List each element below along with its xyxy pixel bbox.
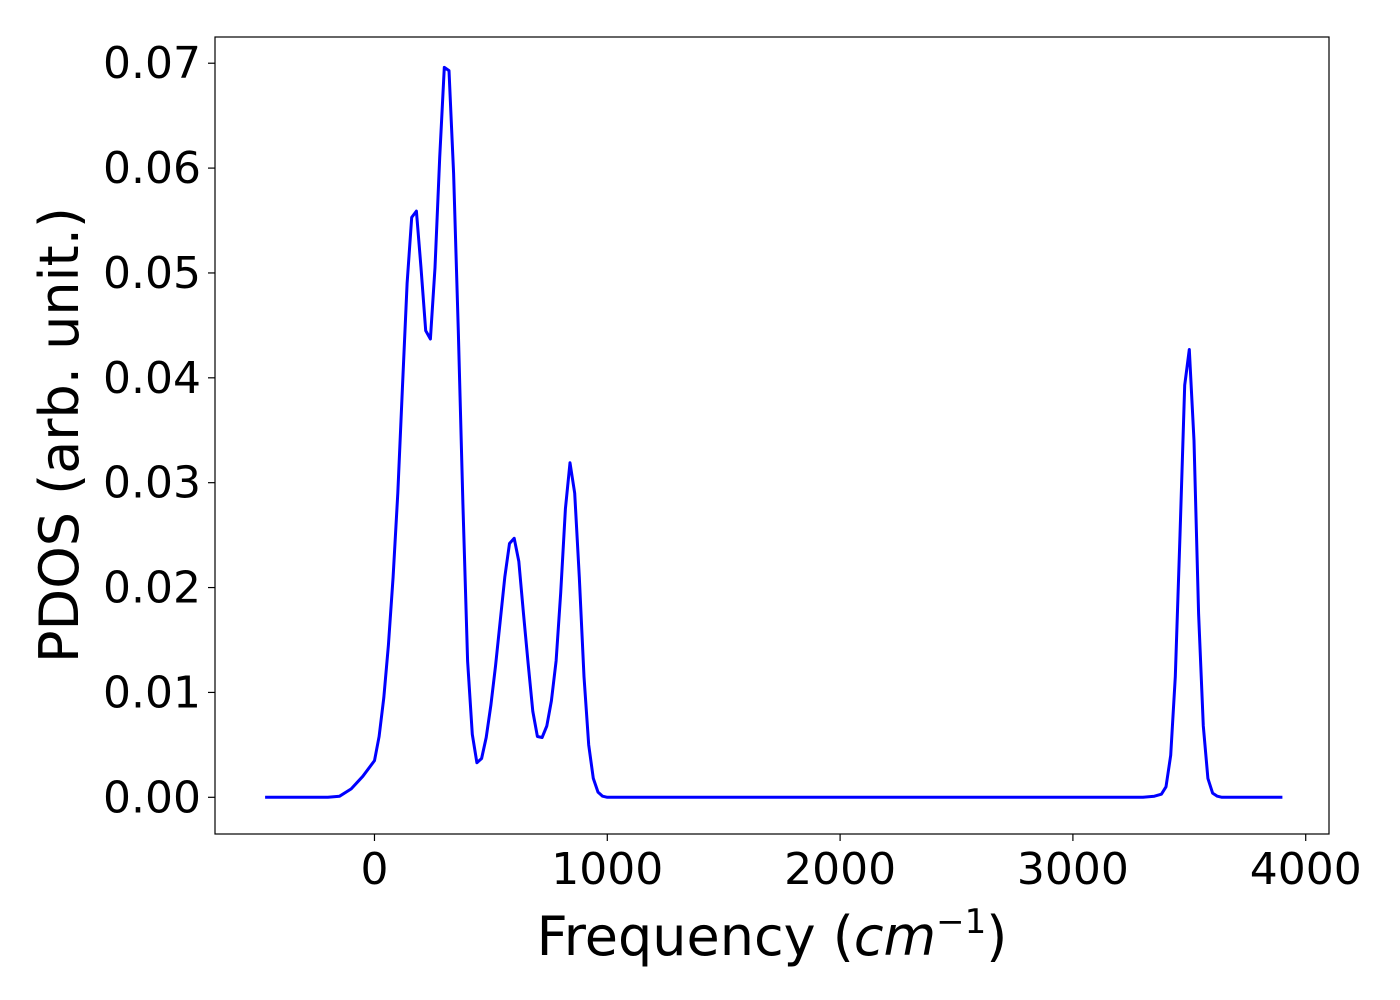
x-tick-label: 3000 bbox=[1017, 844, 1129, 895]
y-tick-label: 0.07 bbox=[103, 38, 201, 89]
series-layer bbox=[265, 65, 1283, 799]
y-tick-label: 0.04 bbox=[103, 353, 201, 404]
y-tick-label: 0.02 bbox=[103, 563, 201, 614]
y-tick-label: 0.06 bbox=[103, 143, 201, 194]
x-tick-label: 4000 bbox=[1250, 844, 1362, 895]
x-axis-label-text: Frequency ( bbox=[537, 905, 854, 968]
x-tick-label: 2000 bbox=[784, 844, 896, 895]
x-axis-label-close: ) bbox=[986, 905, 1007, 968]
y-tick-label: 0.00 bbox=[103, 772, 201, 823]
x-tick-label: 1000 bbox=[551, 844, 663, 895]
y-tick-label: 0.05 bbox=[103, 248, 201, 299]
y-axis-ticks: 0.00 0.01 0.02 0.03 0.04 0.05 0.06 0.07 bbox=[103, 38, 215, 823]
y-axis-label: PDOS (arb. unit.) bbox=[28, 207, 91, 663]
x-axis-ticks: 0 1000 2000 3000 4000 bbox=[360, 834, 1362, 895]
x-axis-label: Frequency (cm−1) bbox=[537, 902, 1008, 968]
y-tick-label: 0.01 bbox=[103, 667, 201, 718]
x-tick-label: 0 bbox=[360, 844, 388, 895]
x-axis-label-exponent: −1 bbox=[936, 902, 986, 942]
pdos-series-line bbox=[265, 65, 1283, 799]
y-tick-label: 0.03 bbox=[103, 458, 201, 509]
x-axis-label-math: cm bbox=[854, 905, 936, 968]
